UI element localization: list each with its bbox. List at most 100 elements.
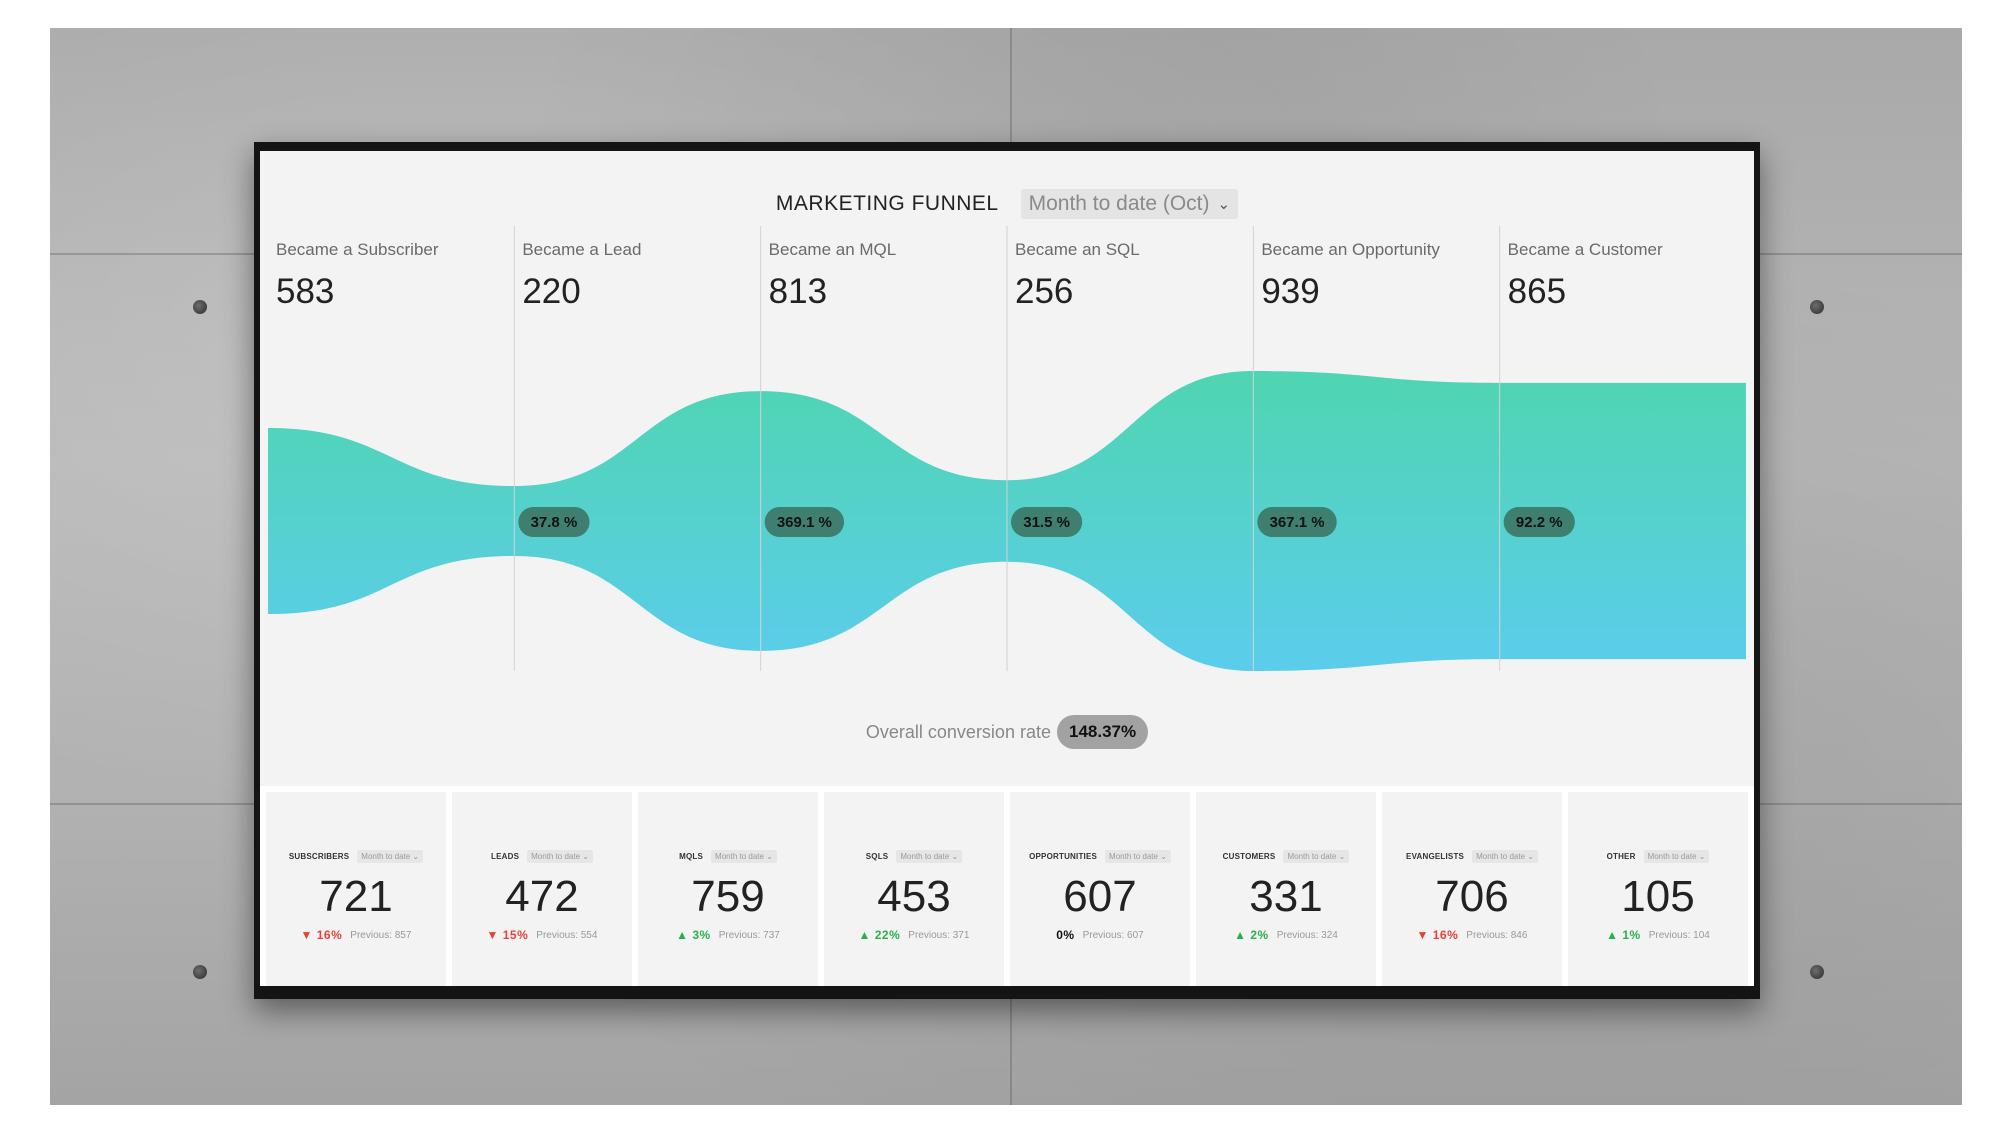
overall-conversion-badge: 148.37% (1056, 715, 1149, 749)
stage-label: Became an Opportunity (1261, 240, 1440, 259)
stage-value: 220 (522, 272, 580, 311)
conversion-rate-badge: 369.1 % (764, 507, 845, 537)
svg-text:369.1 %: 369.1 % (777, 514, 832, 531)
kpi-value: 453 (877, 872, 951, 921)
stage-label: Became an MQL (769, 240, 897, 259)
kpi-previous: Previous: 371 (908, 929, 970, 941)
kpi-previous: Previous: 554 (536, 929, 598, 941)
kpi-value: 721 (319, 872, 393, 921)
kpi-delta: 0% (1056, 928, 1075, 942)
kpi-value: 607 (1063, 872, 1137, 921)
period-dropdown-label: Month to date (Oct) (1028, 192, 1210, 215)
stage-value: 939 (1261, 272, 1319, 311)
kpi-card-evangelists[interactable]: EVANGELISTS Month to date ⌄ 706 ▼ 16% Previo… (1382, 792, 1562, 986)
kpi-footer: ▼ 16% Previous: 846 (1382, 928, 1562, 942)
stage-label: Became a Customer (1508, 240, 1663, 259)
kpi-card-leads[interactable]: LEADS Month to date ⌄ 472 ▼ 15% Previous: 55… (452, 792, 632, 986)
conversion-rate-badge: 92.2 % (1503, 507, 1575, 537)
period-dropdown[interactable]: Month to date (Oct) ⌄ (1020, 189, 1239, 219)
stage-value: 256 (1015, 272, 1073, 311)
dashboard-header: MARKETING FUNNEL Month to date (Oct) ⌄ (260, 187, 1754, 221)
kpi-previous: Previous: 324 (1276, 929, 1338, 941)
wall-bolt (1810, 965, 1824, 979)
kpi-previous: Previous: 104 (1648, 929, 1710, 941)
kpi-name: OTHER (1606, 852, 1636, 861)
kpi-delta: ▲ 22% (858, 928, 901, 942)
overall-conversion: Overall conversion rate 148.37% (260, 715, 1754, 749)
wall-bolt (1810, 300, 1824, 314)
kpi-period-dropdown[interactable]: Month to date ⌄ (357, 850, 424, 863)
svg-text:37.8 %: 37.8 % (531, 514, 578, 531)
kpi-header: CUSTOMERS Month to date ⌄ (1196, 850, 1376, 863)
dashboard: MARKETING FUNNEL Month to date (Oct) ⌄ B… (260, 151, 1754, 986)
kpi-previous: Previous: 737 (718, 929, 780, 941)
dashboard-title: MARKETING FUNNEL (775, 192, 999, 215)
kpi-footer: ▲ 1% Previous: 104 (1568, 928, 1748, 942)
kpi-name: CUSTOMERS (1222, 852, 1276, 861)
stage-label: Became a Subscriber (276, 240, 439, 259)
kpi-header: SQLS Month to date ⌄ (824, 850, 1004, 863)
conversion-rate-badge: 367.1 % (1257, 507, 1337, 537)
kpi-name: MQLS (679, 852, 704, 861)
kpi-footer: ▲ 22% Previous: 371 (824, 928, 1004, 942)
tv-screen: MARKETING FUNNEL Month to date (Oct) ⌄ B… (254, 142, 1760, 999)
kpi-previous: Previous: 857 (350, 929, 412, 941)
kpi-header: OPPORTUNITIES Month to date ⌄ (1010, 850, 1190, 863)
kpi-period-dropdown[interactable]: Month to date ⌄ (1283, 850, 1350, 863)
kpi-name: EVANGELISTS (1406, 852, 1465, 861)
wall-bolt (193, 965, 207, 979)
svg-text:31.5 %: 31.5 % (1023, 514, 1070, 531)
kpi-period-dropdown[interactable]: Month to date ⌄ (896, 850, 963, 863)
kpi-delta: ▼ 16% (300, 928, 343, 942)
kpi-value: 706 (1435, 872, 1509, 921)
kpi-header: OTHER Month to date ⌄ (1568, 850, 1748, 863)
kpi-value: 331 (1249, 872, 1323, 921)
kpi-header: SUBSCRIBERS Month to date ⌄ (266, 850, 446, 863)
kpi-previous: Previous: 607 (1082, 929, 1144, 941)
kpi-previous: Previous: 846 (1466, 929, 1528, 941)
kpi-value: 759 (691, 872, 765, 921)
conversion-rate-badge: 31.5 % (1011, 507, 1083, 537)
kpi-card-subscribers[interactable]: SUBSCRIBERS Month to date ⌄ 721 ▼ 16% Previo… (266, 792, 446, 986)
kpi-delta: ▼ 15% (486, 928, 529, 942)
kpi-card-sqls[interactable]: SQLS Month to date ⌄ 453 ▲ 22% Previous: 371 (824, 792, 1004, 986)
kpi-footer: ▲ 2% Previous: 324 (1196, 928, 1376, 942)
kpi-period-dropdown[interactable]: Month to date ⌄ (527, 850, 593, 863)
kpi-delta: ▲ 2% (1234, 928, 1269, 942)
kpi-card-opportunities[interactable]: OPPORTUNITIES Month to date ⌄ 607 0% Previou… (1010, 792, 1190, 986)
chevron-down-icon: ⌄ (1217, 196, 1231, 213)
kpi-name: SQLS (865, 852, 889, 861)
kpi-delta: ▼ 16% (1416, 928, 1459, 942)
kpi-value: 105 (1621, 872, 1695, 921)
kpi-footer: ▲ 3% Previous: 737 (638, 928, 818, 942)
overall-conversion-label: Overall conversion rate (865, 721, 1051, 742)
kpi-card-mqls[interactable]: MQLS Month to date ⌄ 759 ▲ 3% Previous: 737 (638, 792, 818, 986)
kpi-footer: ▼ 16% Previous: 857 (266, 928, 446, 942)
svg-text:92.2 %: 92.2 % (1516, 514, 1563, 531)
kpi-period-dropdown[interactable]: Month to date ⌄ (1643, 850, 1710, 863)
kpi-period-dropdown[interactable]: Month to date ⌄ (711, 850, 777, 863)
funnel-chart: Became a Subscriber 583 Became a Lead 220 Be… (268, 226, 1746, 671)
kpi-header: EVANGELISTS Month to date ⌄ (1382, 850, 1562, 863)
stage-value: 865 (1508, 272, 1566, 311)
kpi-footer: ▼ 15% Previous: 554 (452, 928, 632, 942)
kpi-name: LEADS (491, 852, 520, 861)
kpi-header: MQLS Month to date ⌄ (638, 850, 818, 863)
conversion-rate-badge: 37.8 % (518, 507, 590, 537)
stage-value: 813 (769, 272, 827, 311)
kpi-value: 472 (505, 872, 579, 921)
stage-label: Became a Lead (522, 240, 641, 259)
wall-bolt (193, 300, 207, 314)
kpi-delta: ▲ 3% (676, 928, 711, 942)
kpi-footer: 0% Previous: 607 (1010, 928, 1190, 942)
stage-value: 583 (276, 272, 334, 311)
kpi-card-other[interactable]: OTHER Month to date ⌄ 105 ▲ 1% Previous: 104 (1568, 792, 1748, 986)
kpi-card-customers[interactable]: CUSTOMERS Month to date ⌄ 331 ▲ 2% Previous:… (1196, 792, 1376, 986)
kpi-name: OPPORTUNITIES (1029, 852, 1098, 861)
kpi-row: SUBSCRIBERS Month to date ⌄ 721 ▼ 16% Previo… (260, 786, 1754, 986)
kpi-period-dropdown[interactable]: Month to date ⌄ (1472, 850, 1538, 863)
kpi-period-dropdown[interactable]: Month to date ⌄ (1105, 850, 1171, 863)
svg-text:367.1 %: 367.1 % (1270, 514, 1325, 531)
stage-label: Became an SQL (1015, 240, 1140, 259)
kpi-header: LEADS Month to date ⌄ (452, 850, 632, 863)
